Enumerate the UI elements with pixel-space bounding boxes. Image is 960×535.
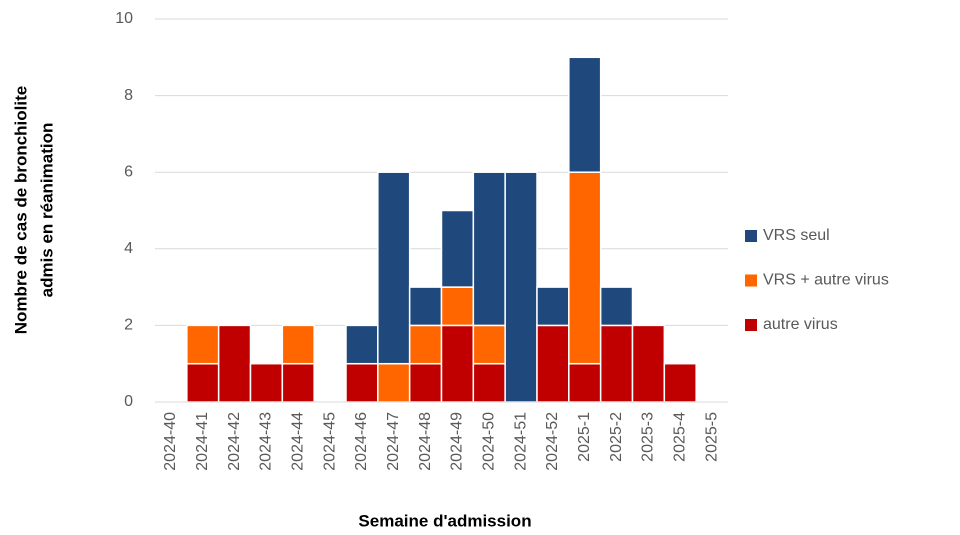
bar-segment (568, 362, 602, 403)
legend-swatch (745, 319, 757, 331)
x-tick-label: 2024-40 (162, 412, 179, 471)
x-tick-label: 2024-43 (258, 412, 275, 471)
bar-segment (186, 362, 220, 403)
bar-segment (377, 362, 411, 403)
x-tick-label: 2024-46 (353, 412, 370, 471)
bar-segment (186, 324, 220, 365)
x-axis-title: Semaine d'admission (358, 511, 531, 530)
bar-segment (599, 324, 634, 403)
bar-segment (217, 324, 252, 403)
legend-label: VRS seul (763, 227, 830, 244)
bar-segment (631, 324, 666, 403)
x-tick-label: 2025-4 (671, 412, 688, 462)
x-tick-label: 2024-52 (544, 412, 561, 471)
bar-segment (281, 324, 315, 365)
bar-segment (345, 324, 379, 365)
bar-segment (408, 362, 443, 403)
legend-label: VRS + autre virus (763, 272, 889, 289)
x-tick-label: 2024-50 (480, 412, 497, 471)
bar-segment (568, 171, 602, 365)
bar-segment (472, 324, 506, 365)
legend-label: autre virus (763, 316, 838, 333)
bar-segment (440, 324, 475, 403)
y-tick-label: 8 (124, 87, 133, 104)
x-tick-label: 2024-45 (321, 412, 338, 471)
x-tick-label: 2024-49 (449, 412, 466, 471)
x-tick-label: 2024-51 (512, 412, 529, 471)
legend-swatch (745, 274, 757, 287)
y-tick-label: 10 (115, 10, 133, 27)
y-axis-title: Nombre de cas de bronchiolite (11, 86, 30, 334)
legend-swatch (745, 230, 757, 242)
bar-segment (440, 209, 475, 288)
bar-segment (472, 362, 506, 403)
bar-segment (345, 362, 379, 403)
bar-segment (504, 171, 538, 403)
y-axis-title: admis en réanimation (37, 123, 56, 298)
y-tick-label: 0 (124, 393, 133, 410)
bar-segment (408, 324, 443, 365)
bar-segment (281, 362, 315, 403)
bar-segment (440, 286, 475, 327)
y-tick-label: 2 (124, 317, 133, 334)
x-tick-label: 2024-48 (417, 412, 434, 471)
y-tick-label: 4 (124, 240, 133, 257)
bar-segment (568, 56, 602, 173)
bar-segment (536, 324, 570, 403)
bar-segment (249, 362, 284, 403)
bar-segment (536, 286, 570, 327)
bar-segment (663, 362, 697, 403)
x-tick-label: 2024-41 (194, 412, 211, 471)
x-tick-label: 2024-44 (289, 412, 306, 471)
x-tick-label: 2024-47 (385, 412, 402, 471)
x-tick-label: 2025-2 (608, 412, 625, 462)
x-tick-label: 2025-5 (703, 412, 720, 462)
y-tick-label: 6 (124, 163, 133, 180)
x-tick-label: 2024-42 (226, 412, 243, 471)
bar-segment (472, 171, 506, 327)
bar-segment (599, 286, 634, 327)
bar-segment (408, 286, 443, 327)
x-tick-label: 2025-3 (640, 412, 657, 462)
x-tick-label: 2025-1 (576, 412, 593, 462)
bar-segment (377, 171, 411, 365)
